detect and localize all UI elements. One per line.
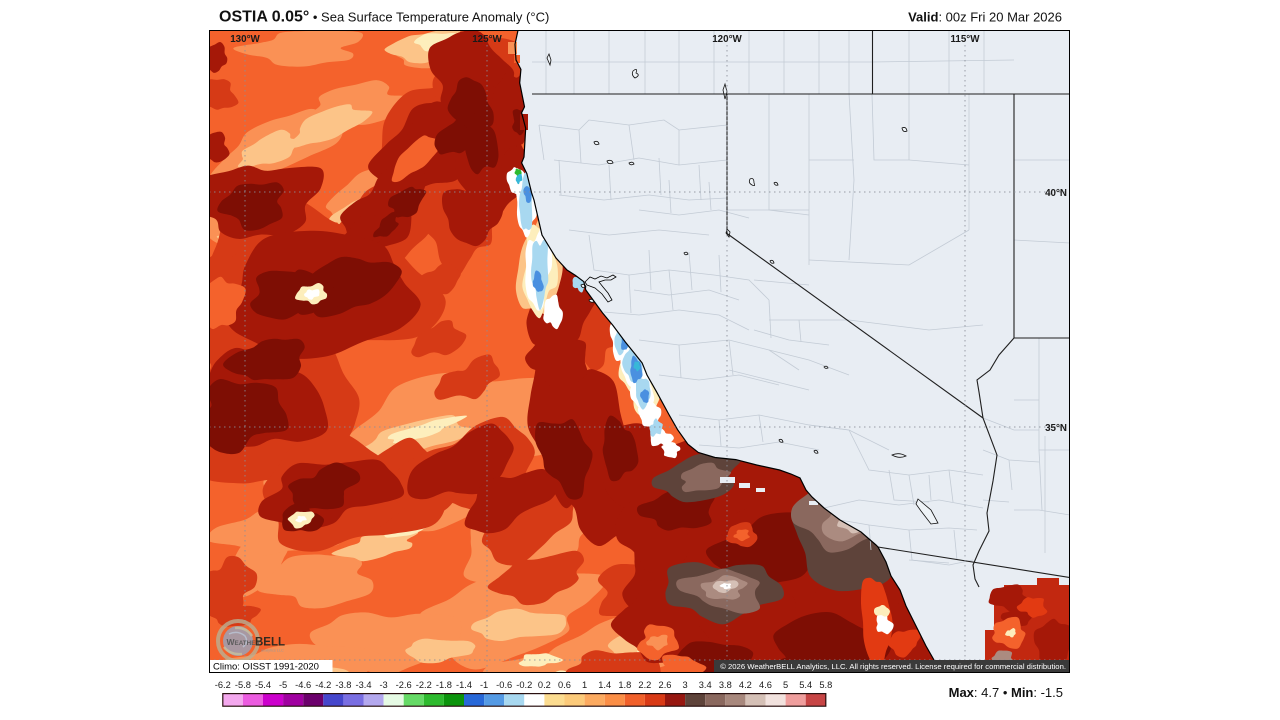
- svg-text:3: 3: [683, 680, 688, 690]
- svg-text:OSTIA 0.05° • Sea Surface Temp: OSTIA 0.05° • Sea Surface Temperature An…: [219, 9, 549, 26]
- svg-text:0.2: 0.2: [538, 680, 551, 690]
- svg-text:-1: -1: [480, 680, 488, 690]
- svg-text:0.6: 0.6: [558, 680, 571, 690]
- svg-text:2.6: 2.6: [659, 680, 672, 690]
- svg-text:© 2026 WeatherBELL Analytics,: © 2026 WeatherBELL Analytics, LLC. All r…: [720, 662, 1066, 671]
- svg-text:Max: 4.7 • Min: -1.5: Max: 4.7 • Min: -1.5: [949, 685, 1063, 700]
- svg-text:1.8: 1.8: [618, 680, 631, 690]
- svg-text:120°W: 120°W: [712, 34, 742, 45]
- svg-text:-1.8: -1.8: [436, 680, 452, 690]
- svg-text:2.2: 2.2: [638, 680, 651, 690]
- svg-text:3.4: 3.4: [699, 680, 712, 690]
- svg-text:35°N: 35°N: [1045, 423, 1067, 434]
- svg-text:Valid: 00z Fri 20 Mar 2026: Valid: 00z Fri 20 Mar 2026: [908, 10, 1062, 25]
- svg-text:-5.4: -5.4: [255, 680, 271, 690]
- svg-text:40°N: 40°N: [1045, 188, 1067, 199]
- svg-text:-4.2: -4.2: [315, 680, 331, 690]
- svg-text:130°W: 130°W: [230, 34, 260, 45]
- svg-text:-5: -5: [279, 680, 287, 690]
- svg-text:-0.6: -0.6: [496, 680, 512, 690]
- svg-text:5.8: 5.8: [819, 680, 832, 690]
- svg-text:Climo: OISST 1991-2020: Climo: OISST 1991-2020: [213, 662, 319, 673]
- svg-text:125°W: 125°W: [472, 34, 502, 45]
- svg-text:4.2: 4.2: [739, 680, 752, 690]
- svg-text:-4.6: -4.6: [295, 680, 311, 690]
- svg-text:-6.2: -6.2: [215, 680, 231, 690]
- svg-text:WEATHER: WEATHER: [227, 637, 261, 647]
- svg-text:5: 5: [783, 680, 788, 690]
- svg-text:115°W: 115°W: [951, 34, 981, 45]
- svg-text:-3: -3: [379, 680, 387, 690]
- svg-text:BELL: BELL: [255, 637, 285, 649]
- svg-text:-2.6: -2.6: [396, 680, 412, 690]
- svg-text:-2.2: -2.2: [416, 680, 432, 690]
- svg-text:3.8: 3.8: [719, 680, 732, 690]
- svg-text:-0.2: -0.2: [516, 680, 532, 690]
- svg-text:1: 1: [582, 680, 587, 690]
- svg-text:analytics LLC: analytics LLC: [261, 649, 284, 653]
- svg-text:-3.8: -3.8: [335, 680, 351, 690]
- svg-text:1.4: 1.4: [598, 680, 611, 690]
- svg-text:5.4: 5.4: [799, 680, 812, 690]
- svg-text:-5.8: -5.8: [235, 680, 251, 690]
- svg-text:4.6: 4.6: [759, 680, 772, 690]
- svg-text:-3.4: -3.4: [355, 680, 371, 690]
- svg-text:-1.4: -1.4: [456, 680, 472, 690]
